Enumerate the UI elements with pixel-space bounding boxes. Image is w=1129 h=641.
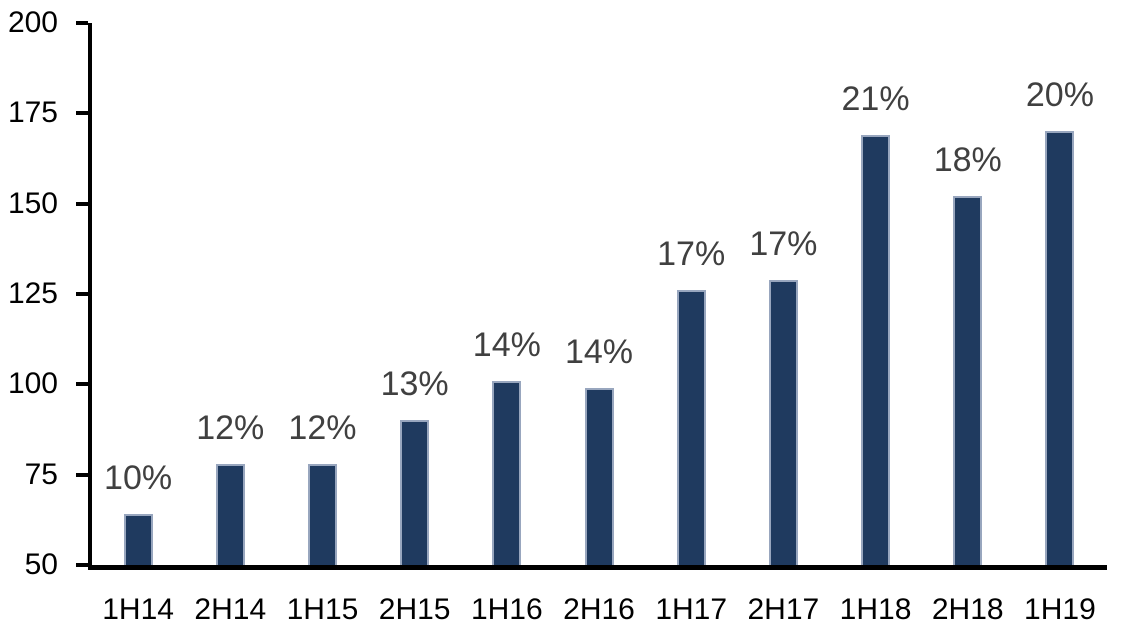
x-axis-category-label: 1H19: [1024, 593, 1096, 626]
x-axis-category-label: 1H14: [102, 593, 174, 626]
y-axis-tick-mark-icon: [76, 472, 88, 477]
x-axis-line: [88, 565, 1107, 570]
x-axis-category-label: 2H15: [378, 593, 451, 626]
bar-value-label: 12%: [288, 408, 357, 447]
y-axis-tick-mark-icon: [76, 21, 88, 25]
x-axis-category-label: 2H16: [563, 593, 635, 626]
bar-value-label: 14%: [564, 332, 634, 371]
x-axis-category-label: 1H16: [470, 593, 543, 626]
y-axis-tick-mark-icon: [76, 382, 88, 387]
bar: [676, 290, 706, 565]
bar-value-label: 20%: [1025, 76, 1094, 115]
y-axis-tick-mark-icon: [76, 201, 88, 206]
x-axis-category-label: 1H17: [655, 593, 728, 626]
x-axis-category-label: 1H15: [286, 593, 359, 626]
bar: [953, 196, 983, 565]
y-axis-tick-label: 125: [7, 277, 58, 310]
bar-value-label: 18%: [933, 141, 1002, 180]
bar-value-label: 17%: [749, 224, 818, 263]
x-axis-category-label: 2H18: [931, 593, 1004, 626]
bar: [861, 135, 891, 565]
y-axis-tick-label: 50: [24, 548, 58, 581]
y-axis-tick-label: 100: [7, 367, 58, 401]
y-axis-tick-label: 150: [7, 186, 58, 220]
x-axis-category-label: 2H17: [747, 593, 820, 626]
bar: [768, 279, 798, 565]
x-axis-category-label: 2H14: [194, 593, 267, 626]
bar-value-label: 12%: [196, 408, 265, 447]
bar: [1045, 131, 1075, 565]
y-axis-tick-mark-icon: [76, 563, 88, 567]
y-axis-line: [88, 23, 92, 570]
bar-value-label: 13%: [380, 365, 449, 404]
bar: [215, 463, 245, 565]
bar-value-label: 14%: [472, 325, 541, 364]
x-axis-category-label: 1H18: [839, 593, 912, 626]
y-axis-tick-label: 175: [7, 96, 58, 130]
y-axis-tick-mark-icon: [76, 292, 88, 296]
bar-value-label: 10%: [104, 459, 173, 498]
bar-value-label: 21%: [841, 80, 910, 118]
y-axis-tick-mark-icon: [76, 111, 88, 116]
y-axis-tick-label: 75: [24, 457, 58, 491]
y-axis-tick-label: 200: [7, 6, 58, 39]
bar: [400, 420, 430, 565]
bar: [492, 380, 522, 565]
bar: [123, 514, 153, 565]
bar: [307, 463, 337, 565]
bar: [584, 387, 614, 565]
bar-value-label: 17%: [657, 235, 726, 274]
